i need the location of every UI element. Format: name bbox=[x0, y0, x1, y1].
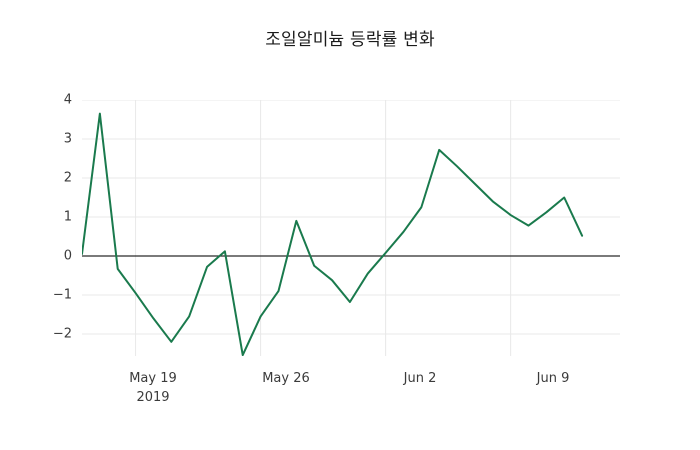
plot-area bbox=[82, 100, 620, 356]
vertical-gridlines bbox=[135, 100, 512, 356]
x-tick-label: May 19 2019 bbox=[129, 370, 177, 408]
y-tick-label: 2 bbox=[63, 170, 72, 186]
y-tick-label: −1 bbox=[52, 287, 72, 303]
line-chart-svg bbox=[82, 100, 620, 356]
x-tick-label: Jun 2 bbox=[403, 371, 437, 386]
chart-title: 조일알미늄 등락률 변화 bbox=[265, 30, 435, 50]
x-tick-label: May 26 bbox=[262, 371, 310, 386]
x-tick-label: Jun 9 bbox=[536, 371, 570, 386]
x-tick-label-year: 2019 bbox=[136, 389, 170, 405]
x-tick-label-date: May 19 bbox=[129, 371, 177, 386]
horizontal-gridlines bbox=[82, 100, 620, 335]
y-tick-label: 1 bbox=[63, 209, 72, 225]
y-tick-label: 0 bbox=[63, 248, 72, 264]
y-tick-label: −2 bbox=[52, 326, 72, 342]
y-tick-label: 3 bbox=[63, 131, 72, 147]
y-axis-tick-labels: 4 3 2 1 0 −1 −2 bbox=[40, 0, 72, 450]
y-tick-label: 4 bbox=[63, 92, 72, 108]
series-line-등락률 bbox=[82, 112, 584, 356]
